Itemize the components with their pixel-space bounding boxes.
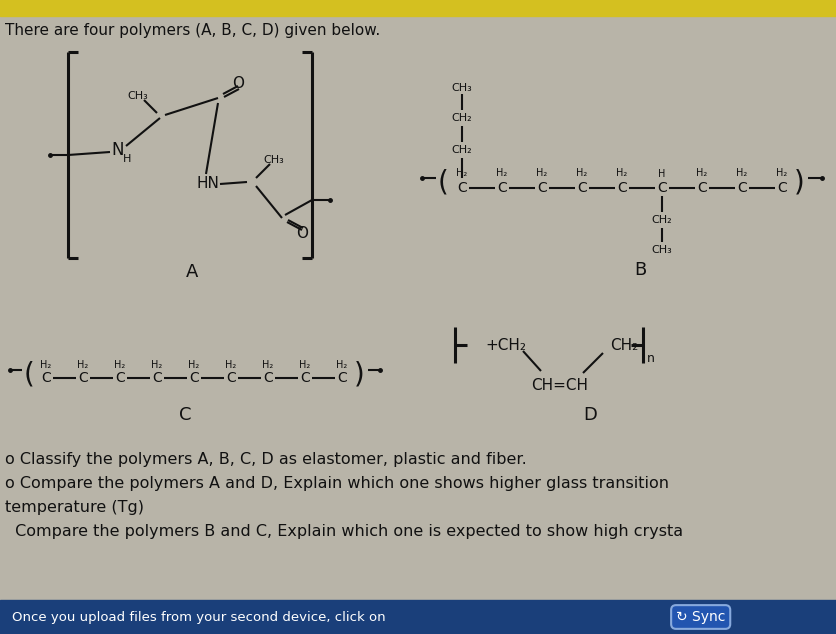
Text: +CH₂: +CH₂ [485,337,526,353]
Text: C: C [41,371,51,385]
Text: temperature (Tg): temperature (Tg) [5,500,144,515]
Text: HN: HN [196,176,219,191]
Text: H₂: H₂ [299,360,311,370]
Text: O: O [296,226,308,240]
Text: (: ( [24,360,35,388]
Text: CH₃: CH₃ [263,155,284,165]
Text: H₂: H₂ [537,168,548,178]
Text: o Compare the polymers A and D, Explain which one shows higher glass transition: o Compare the polymers A and D, Explain … [5,476,669,491]
Text: H₂: H₂ [737,168,747,178]
Text: C: C [263,371,273,385]
Text: (: ( [438,168,449,196]
Text: C: C [497,181,507,195]
Text: H₂: H₂ [456,168,467,178]
Text: C: C [537,181,547,195]
Text: There are four polymers (A, B, C, D) given below.: There are four polymers (A, B, C, D) giv… [5,22,380,37]
Text: ): ) [354,360,364,388]
Text: C: C [179,406,191,424]
Text: H: H [658,169,665,179]
Text: ): ) [794,168,805,196]
Bar [0,0,836,16]
Text: H₂: H₂ [263,360,273,370]
Text: C: C [697,181,707,195]
Bar [0,600,836,634]
Text: CH₃: CH₃ [651,245,672,255]
Text: CH₃: CH₃ [451,83,472,93]
Text: C: C [577,181,587,195]
Text: C: C [337,371,347,385]
Text: B: B [634,261,646,279]
Text: H₂: H₂ [336,360,348,370]
Text: H: H [123,154,131,164]
Text: C: C [657,181,667,195]
Text: H₂: H₂ [188,360,200,370]
Text: CH₂: CH₂ [451,145,472,155]
Text: C: C [189,371,199,385]
Text: A: A [186,263,198,281]
Text: C: C [115,371,125,385]
Text: C: C [777,181,787,195]
Text: H₂: H₂ [576,168,588,178]
Text: C: C [457,181,466,195]
Text: C: C [226,371,236,385]
Text: H₂: H₂ [78,360,89,370]
Text: H₂: H₂ [115,360,125,370]
Text: CH₂: CH₂ [610,337,638,353]
Text: D: D [583,406,597,424]
Text: H₂: H₂ [40,360,52,370]
Text: ↻ Sync: ↻ Sync [676,610,726,624]
Text: o Classify the polymers A, B, C, D as elastomer, plastic and fiber.: o Classify the polymers A, B, C, D as el… [5,452,527,467]
Text: H₂: H₂ [616,168,628,178]
Text: C: C [617,181,627,195]
Text: H₂: H₂ [226,360,237,370]
Text: C: C [78,371,88,385]
Text: C: C [300,371,310,385]
Text: CH=CH: CH=CH [532,377,589,392]
Text: Once you upload files from your second device, click on: Once you upload files from your second d… [12,611,385,623]
Text: CH₂: CH₂ [652,215,672,225]
Text: C: C [737,181,747,195]
Text: H₂: H₂ [696,168,707,178]
Text: CH₂: CH₂ [451,113,472,123]
Text: CH₃: CH₃ [128,91,148,101]
Text: H₂: H₂ [497,168,507,178]
Text: Compare the polymers B and C, Explain which one is expected to show high crysta: Compare the polymers B and C, Explain wh… [10,524,683,539]
Text: O: O [232,77,244,91]
Text: H₂: H₂ [777,168,788,178]
Text: n: n [647,353,655,365]
Text: N: N [112,141,125,159]
Text: C: C [152,371,162,385]
Text: H₂: H₂ [151,360,163,370]
